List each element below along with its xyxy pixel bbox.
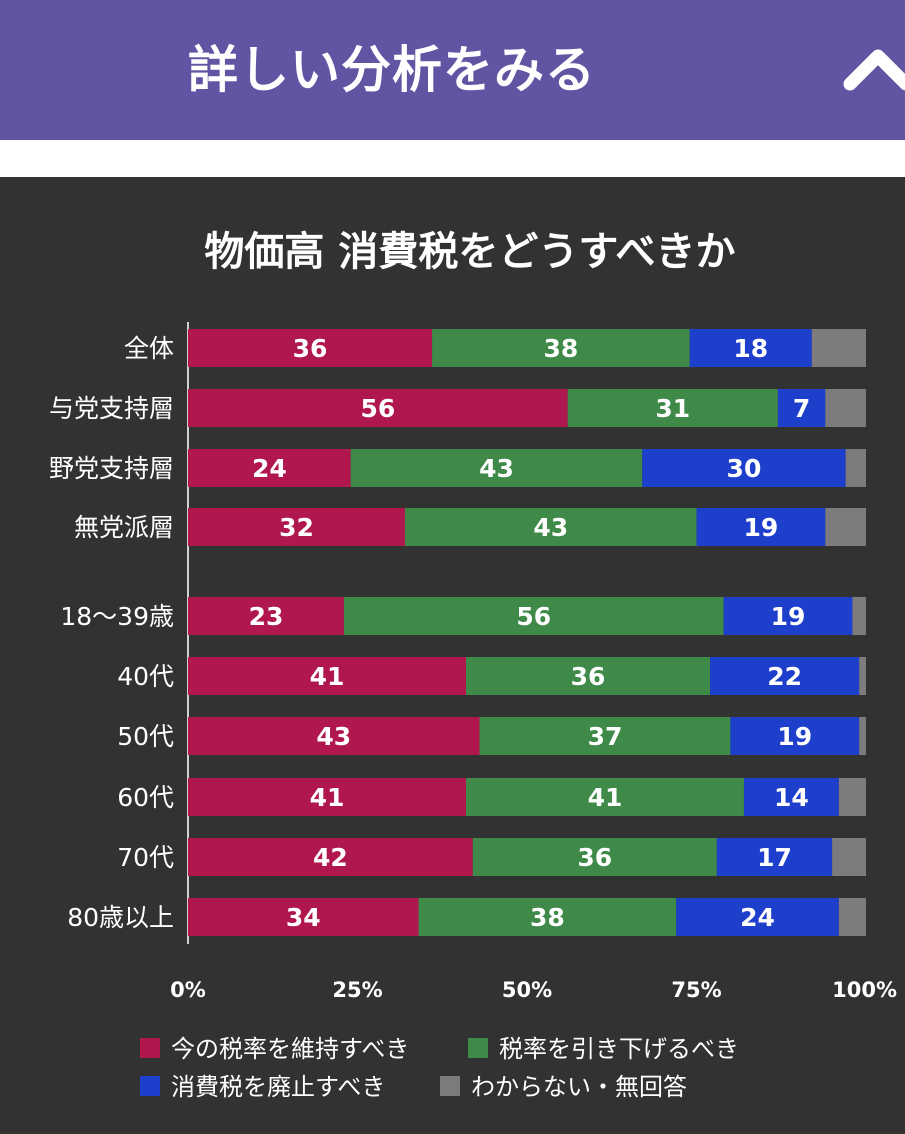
- bar-segment: [350, 449, 643, 487]
- chevron-up-icon[interactable]: [838, 40, 905, 100]
- category-label: 無党派層: [74, 513, 174, 542]
- bar-segment: [859, 717, 866, 755]
- legend-label: わからない・無回答: [471, 1073, 687, 1101]
- data-label: 32: [279, 513, 314, 542]
- data-label: 22: [767, 662, 802, 691]
- bar-segment: [859, 657, 866, 695]
- data-label: 56: [516, 602, 551, 631]
- bar-segment: [642, 449, 846, 487]
- bar-segment: [696, 508, 826, 546]
- data-label: 23: [249, 602, 284, 631]
- bar-segment: [465, 778, 744, 816]
- data-label: 43: [479, 454, 514, 483]
- data-label: 24: [252, 454, 287, 483]
- legend-swatch: [140, 1076, 160, 1096]
- bar-segment: [716, 838, 833, 876]
- bar-segment: [825, 389, 866, 427]
- data-label: 36: [577, 843, 612, 872]
- category-label: 50代: [117, 722, 174, 751]
- data-label: 30: [727, 454, 762, 483]
- legend-swatch: [468, 1038, 488, 1058]
- bar-segment: [825, 508, 866, 546]
- x-tick-label: 75%: [671, 978, 721, 1002]
- bar-segment: [838, 898, 866, 936]
- bar-segment: [418, 898, 677, 936]
- data-label: 31: [655, 394, 690, 423]
- legend-swatch: [440, 1076, 460, 1096]
- category-label: 与党支持層: [49, 394, 174, 423]
- bar-segment: [479, 717, 731, 755]
- bar-segment: [811, 329, 866, 367]
- bar-segment: [404, 508, 697, 546]
- bar-segment: [845, 449, 866, 487]
- category-label: 60代: [117, 783, 174, 812]
- category-label: 全体: [124, 334, 174, 363]
- data-label: 7: [793, 394, 810, 423]
- bar-segment: [852, 597, 866, 635]
- bar-segment: [188, 778, 466, 816]
- bar-segment: [777, 389, 826, 427]
- bar-segment: [188, 898, 419, 936]
- data-label: 43: [316, 722, 351, 751]
- x-tick-label: 50%: [502, 978, 552, 1002]
- bar-segment: [676, 898, 839, 936]
- data-label: 34: [286, 903, 321, 932]
- data-label: 19: [744, 513, 779, 542]
- legend-label: 消費税を廃止すべき: [171, 1073, 385, 1101]
- legend-label: 今の税率を維持すべき: [171, 1035, 409, 1063]
- data-label: 43: [533, 513, 568, 542]
- bar-segment: [188, 597, 344, 635]
- x-tick-label: 100%: [832, 978, 897, 1002]
- analysis-header[interactable]: 詳しい分析をみる: [0, 0, 905, 140]
- category-label: 80歳以上: [67, 903, 174, 932]
- category-label: 70代: [117, 843, 174, 872]
- data-label: 38: [544, 334, 579, 363]
- legend-label: 税率を引き下げるべき: [499, 1035, 739, 1063]
- category-label: 40代: [117, 662, 174, 691]
- bar-segment: [689, 329, 812, 367]
- data-label: 18: [733, 334, 768, 363]
- bar-segment: [343, 597, 724, 635]
- x-tick-label: 0%: [170, 978, 206, 1002]
- bar-segment: [188, 657, 466, 695]
- x-tick-label: 25%: [332, 978, 382, 1002]
- bar-segment: [188, 329, 433, 367]
- bar-segment: [832, 838, 866, 876]
- bar-segment: [710, 657, 860, 695]
- category-label: 18〜39歳: [60, 602, 174, 631]
- data-label: 19: [771, 602, 806, 631]
- bar-segment: [567, 389, 778, 427]
- data-label: 56: [360, 394, 395, 423]
- bar-segment: [432, 329, 690, 367]
- bar-segment: [472, 838, 717, 876]
- data-label: 24: [740, 903, 775, 932]
- bar-segment: [188, 508, 405, 546]
- bar-segment: [188, 389, 568, 427]
- data-label: 17: [757, 843, 792, 872]
- data-label: 42: [313, 843, 348, 872]
- category-label: 野党支持層: [49, 454, 174, 483]
- bar-segment: [838, 778, 866, 816]
- data-label: 38: [530, 903, 565, 932]
- chart-title: 物価高 消費税をどうすべきか: [204, 229, 735, 275]
- chart-card: 物価高 消費税をどうすべきか全体 36 38 18 与党支持層 56 31 7 野党支持層 24 4…: [0, 177, 905, 1134]
- data-label: 14: [774, 783, 809, 812]
- bar-segment: [465, 657, 711, 695]
- header-title: 詳しい分析をみる: [188, 41, 596, 99]
- bar-segment: [188, 717, 480, 755]
- bar-segment: [743, 778, 839, 816]
- data-label: 41: [588, 783, 623, 812]
- data-label: 41: [310, 662, 345, 691]
- bar-segment: [188, 838, 473, 876]
- data-label: 19: [777, 722, 812, 751]
- data-label: 36: [571, 662, 606, 691]
- data-label: 37: [588, 722, 623, 751]
- bar-segment: [723, 597, 853, 635]
- bar-segment: [188, 449, 351, 487]
- legend-swatch: [140, 1038, 160, 1058]
- data-label: 36: [293, 334, 328, 363]
- bar-segment: [730, 717, 860, 755]
- data-label: 41: [310, 783, 345, 812]
